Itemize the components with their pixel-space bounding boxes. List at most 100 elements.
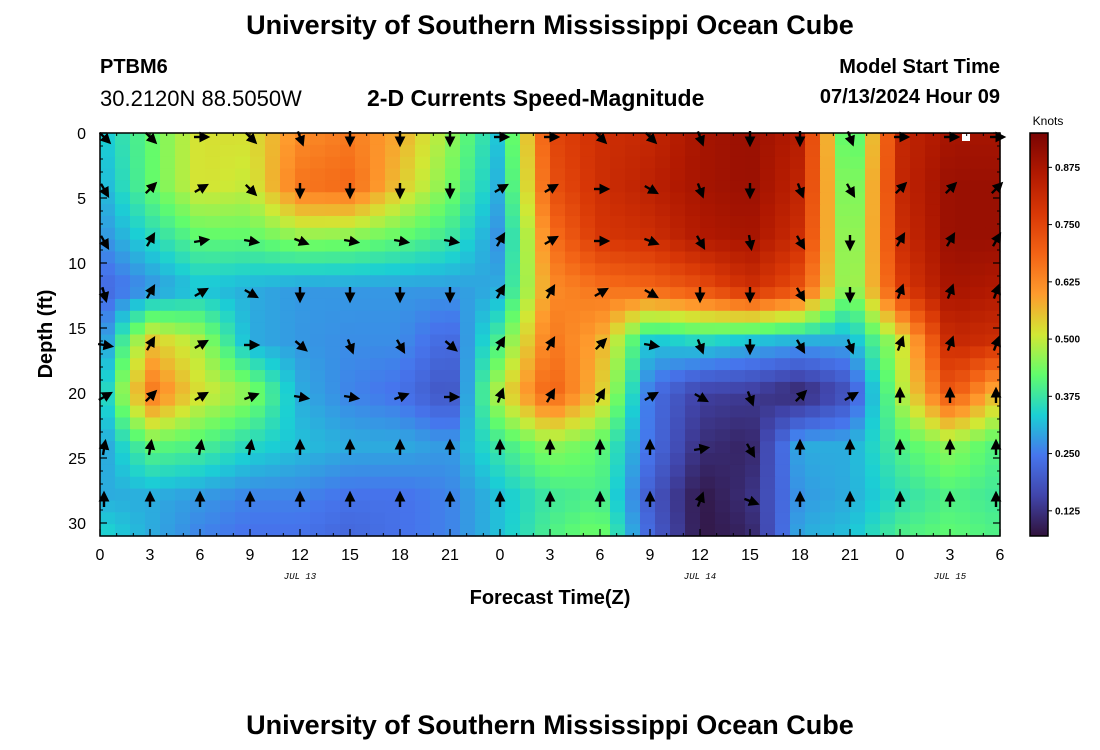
heatmap-cell: [790, 215, 806, 229]
heatmap-cell: [730, 287, 746, 300]
heatmap-cell: [445, 476, 461, 490]
heatmap-cell: [535, 453, 551, 466]
heatmap-cell: [220, 381, 236, 395]
current-vector-arrow: [98, 131, 112, 145]
heatmap-cell: [745, 144, 761, 158]
heatmap-cell: [550, 251, 566, 264]
heatmap-cell: [865, 310, 881, 324]
x-tick-label: 6: [196, 547, 205, 564]
heatmap-cell: [295, 417, 311, 430]
heatmap-cell: [925, 168, 941, 182]
heatmap-cell: [145, 453, 161, 466]
heatmap-cell: [160, 133, 176, 146]
heatmap-cell: [730, 215, 746, 229]
heatmap-cell: [865, 381, 881, 395]
heatmap-cell: [310, 370, 326, 383]
heatmap-cell: [745, 334, 761, 347]
heatmap-cell: [430, 476, 446, 490]
heatmap-cell: [985, 156, 1001, 170]
heatmap-cell: [580, 204, 596, 217]
heatmap-cell: [775, 133, 791, 146]
heatmap-cell: [700, 453, 716, 466]
heatmap-cell: [580, 263, 596, 276]
heatmap-cell: [265, 524, 281, 537]
heatmap-cell: [535, 298, 551, 312]
heatmap-cell: [385, 512, 401, 525]
heatmap-cell: [295, 453, 311, 466]
heatmap-cell: [595, 476, 611, 490]
heatmap-cell: [505, 405, 521, 419]
heatmap-cell: [205, 263, 221, 276]
heatmap-cell: [355, 298, 371, 312]
heatmap-cell: [610, 358, 626, 371]
heatmap-cell: [865, 464, 881, 478]
heatmap-cell: [925, 133, 941, 146]
current-vector-arrow: [894, 335, 905, 352]
heatmap-cell: [655, 227, 671, 241]
y-tick-label: 20: [68, 386, 86, 403]
heatmap-cell: [955, 239, 971, 253]
heatmap-cell: [955, 393, 971, 407]
heatmap-cell: [565, 204, 581, 217]
x-tick-label: 6: [596, 547, 605, 564]
heatmap-cell: [925, 334, 941, 347]
heatmap-cell: [580, 275, 596, 288]
heatmap-cell: [190, 358, 206, 371]
heatmap-cell: [475, 204, 491, 217]
x-tick-label: 9: [646, 547, 655, 564]
heatmap-cell: [745, 346, 761, 359]
heatmap-cell: [460, 227, 476, 241]
heatmap-cell: [985, 500, 1001, 513]
heatmap-cell: [985, 215, 1001, 229]
heatmap-cell: [895, 429, 911, 442]
heatmap-cell: [835, 298, 851, 312]
heatmap-cell: [490, 381, 506, 395]
heatmap-cell: [475, 500, 491, 513]
heatmap-cell: [985, 322, 1001, 336]
heatmap-cell: [805, 405, 821, 419]
heatmap-cell: [490, 358, 506, 371]
heatmap-cell: [865, 192, 881, 205]
heatmap-cell: [175, 156, 191, 170]
heatmap-cell: [685, 168, 701, 182]
heatmap-cell: [145, 488, 161, 502]
heatmap-cell: [100, 488, 116, 502]
heatmap-cell: [160, 488, 176, 502]
heatmap-cell: [505, 476, 521, 490]
heatmap-cell: [880, 215, 896, 229]
heatmap-cell: [385, 464, 401, 478]
heatmap-cell: [595, 500, 611, 513]
heatmap-cell: [775, 192, 791, 205]
heatmap-cell: [955, 263, 971, 276]
heatmap-cell: [835, 275, 851, 288]
heatmap-cell: [685, 358, 701, 371]
heatmap-cell: [580, 429, 596, 442]
heatmap-cell: [970, 500, 986, 513]
heatmap-cell: [805, 417, 821, 430]
heatmap-cell: [505, 488, 521, 502]
heatmap-cell: [745, 405, 761, 419]
heatmap-cell: [430, 417, 446, 430]
heatmap-cell: [580, 144, 596, 158]
heatmap-cell: [370, 298, 386, 312]
heatmap-cell: [145, 524, 161, 537]
x-tick-label: 0: [496, 547, 505, 564]
heatmap-cell: [445, 393, 461, 407]
heatmap-cell: [220, 524, 236, 537]
heatmap-cell: [130, 464, 146, 478]
heatmap-cell: [550, 215, 566, 229]
heatmap-cell: [805, 429, 821, 442]
heatmap-cell: [295, 133, 311, 146]
heatmap-cell: [205, 500, 221, 513]
heatmap-cell: [805, 346, 821, 359]
heatmap-cell: [310, 133, 326, 146]
current-vector-arrow: [244, 288, 259, 299]
heatmap-cell: [880, 322, 896, 336]
heatmap-cell: [940, 464, 956, 478]
heatmap-cell: [325, 192, 341, 205]
heatmap-cell: [250, 429, 266, 442]
heatmap-cell: [520, 287, 536, 300]
heatmap-cell: [295, 334, 311, 347]
heatmap-cell: [535, 168, 551, 182]
